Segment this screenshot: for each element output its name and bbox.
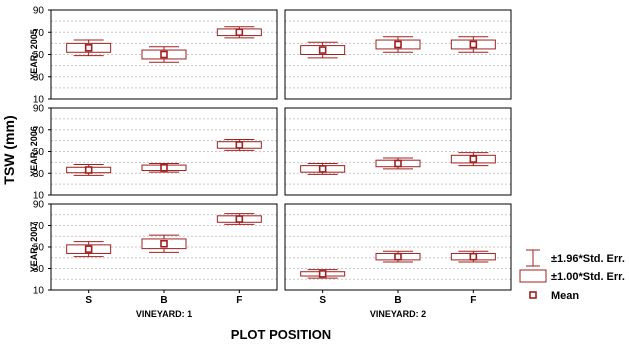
mean-marker	[235, 28, 244, 37]
mean-marker	[469, 252, 478, 261]
y-tick-label: 10	[33, 95, 45, 106]
y-tick-label: 70	[33, 221, 45, 232]
mean-marker	[160, 50, 168, 59]
y-tick-label: 30	[33, 72, 45, 83]
mean-marker	[318, 46, 327, 54]
row-label: YEAR: 2007	[29, 222, 39, 273]
mean-marker	[394, 159, 402, 168]
y-tick-label: 70	[33, 28, 45, 39]
panel	[50, 9, 278, 100]
y-axis-title: TSW (mm)	[1, 115, 17, 184]
x-tick-label: B	[160, 295, 167, 306]
y-tick-label: 50	[33, 243, 45, 254]
x-tick-label: B	[394, 295, 401, 306]
row-label: YEAR: 2005	[29, 29, 39, 80]
mean-marker	[160, 164, 168, 172]
legend-mean-symbol	[529, 291, 537, 299]
mean-marker	[235, 215, 244, 223]
mean-marker	[394, 252, 402, 261]
y-tick-label: 10	[33, 191, 45, 202]
panel	[284, 107, 512, 196]
legend-label: Mean	[551, 290, 579, 302]
y-tick-label: 10	[33, 286, 45, 297]
panel-frame	[50, 9, 278, 100]
legend: ±1.96*Std. Err. ±1.00*Std. Err. Mean	[519, 249, 625, 302]
panel	[284, 9, 512, 100]
x-tick-label: S	[319, 295, 326, 306]
y-tick-label: 90	[33, 104, 45, 115]
mean-marker	[469, 155, 478, 163]
mean-marker	[84, 245, 93, 253]
x-tick-label: F	[236, 295, 242, 306]
x-tick-label: F	[470, 295, 476, 306]
y-tick-label: 30	[33, 264, 45, 275]
x-tick-label: S	[85, 295, 92, 306]
panel	[50, 107, 278, 196]
column-label: VINEYARD: 2	[370, 309, 426, 319]
y-tick-label: 50	[33, 50, 45, 61]
y-tick-label: 30	[33, 169, 45, 180]
mean-marker	[394, 40, 402, 49]
mean-marker	[469, 40, 478, 49]
y-tick-label: 50	[33, 147, 45, 158]
row-label: YEAR: 2006	[29, 126, 39, 177]
legend-box-symbol	[519, 269, 547, 283]
panel	[284, 203, 512, 291]
mean-marker	[160, 239, 168, 248]
panel-frame	[50, 107, 278, 196]
mean-marker	[235, 141, 244, 149]
panel	[50, 203, 278, 291]
y-tick-label: 70	[33, 125, 45, 136]
legend-label: ±1.96*Std. Err.	[551, 253, 625, 265]
mean-marker	[84, 44, 93, 52]
mean-marker	[318, 270, 327, 278]
legend-label: ±1.00*Std. Err.	[551, 271, 625, 283]
y-tick-label: 90	[33, 200, 45, 211]
mean-marker	[318, 165, 327, 173]
panel-frame	[284, 9, 512, 100]
y-tick-label: 90	[33, 6, 45, 17]
column-label: VINEYARD: 1	[136, 309, 192, 319]
mean-marker	[84, 166, 93, 174]
panel-frame	[284, 107, 512, 196]
x-axis-title: PLOT POSITION	[231, 327, 331, 342]
